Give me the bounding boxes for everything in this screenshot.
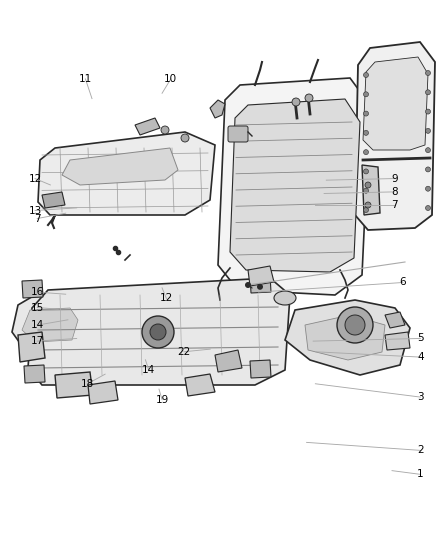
Polygon shape bbox=[22, 280, 43, 298]
Circle shape bbox=[364, 188, 368, 193]
Text: 7: 7 bbox=[34, 214, 41, 223]
Circle shape bbox=[425, 148, 431, 152]
Circle shape bbox=[364, 169, 368, 174]
Text: 2: 2 bbox=[417, 446, 424, 455]
Text: 5: 5 bbox=[417, 334, 424, 343]
Circle shape bbox=[365, 182, 371, 188]
Text: 8: 8 bbox=[391, 187, 398, 197]
Text: 18: 18 bbox=[81, 379, 94, 389]
Circle shape bbox=[425, 128, 431, 133]
Text: 4: 4 bbox=[417, 352, 424, 362]
Polygon shape bbox=[210, 100, 225, 118]
Text: 1: 1 bbox=[417, 470, 424, 479]
Text: 14: 14 bbox=[142, 366, 155, 375]
FancyBboxPatch shape bbox=[228, 126, 248, 142]
Polygon shape bbox=[250, 360, 271, 378]
Polygon shape bbox=[88, 381, 118, 404]
Polygon shape bbox=[385, 332, 410, 350]
Circle shape bbox=[364, 111, 368, 116]
Circle shape bbox=[364, 72, 368, 77]
Circle shape bbox=[425, 70, 431, 76]
Circle shape bbox=[345, 315, 365, 335]
Polygon shape bbox=[38, 132, 215, 215]
Text: 9: 9 bbox=[391, 174, 398, 183]
Circle shape bbox=[245, 282, 251, 288]
Circle shape bbox=[161, 126, 169, 134]
Polygon shape bbox=[55, 372, 93, 398]
Polygon shape bbox=[355, 42, 435, 230]
Circle shape bbox=[292, 98, 300, 106]
Circle shape bbox=[142, 316, 174, 348]
Text: 19: 19 bbox=[155, 395, 169, 405]
Circle shape bbox=[425, 186, 431, 191]
Text: 15: 15 bbox=[31, 303, 44, 312]
Circle shape bbox=[305, 94, 313, 102]
Text: 17: 17 bbox=[31, 336, 44, 346]
Circle shape bbox=[425, 206, 431, 211]
Polygon shape bbox=[135, 118, 160, 135]
Polygon shape bbox=[285, 300, 410, 375]
Polygon shape bbox=[385, 312, 405, 328]
Circle shape bbox=[425, 109, 431, 114]
Circle shape bbox=[364, 207, 368, 213]
Circle shape bbox=[364, 92, 368, 97]
Text: 10: 10 bbox=[164, 74, 177, 84]
Polygon shape bbox=[305, 315, 385, 360]
Polygon shape bbox=[215, 350, 242, 372]
Ellipse shape bbox=[274, 291, 296, 305]
Circle shape bbox=[364, 150, 368, 155]
Circle shape bbox=[181, 134, 189, 142]
Polygon shape bbox=[12, 295, 88, 360]
Polygon shape bbox=[42, 192, 65, 208]
Text: 6: 6 bbox=[399, 278, 406, 287]
Circle shape bbox=[364, 131, 368, 135]
Text: 7: 7 bbox=[391, 200, 398, 210]
Circle shape bbox=[425, 90, 431, 95]
Polygon shape bbox=[362, 165, 380, 215]
Polygon shape bbox=[363, 57, 428, 150]
Text: 13: 13 bbox=[28, 206, 42, 215]
Text: 12: 12 bbox=[160, 294, 173, 303]
Polygon shape bbox=[62, 148, 178, 185]
Text: 22: 22 bbox=[177, 347, 191, 357]
Circle shape bbox=[365, 202, 371, 208]
Polygon shape bbox=[250, 275, 271, 293]
Polygon shape bbox=[218, 78, 370, 295]
Text: 11: 11 bbox=[79, 74, 92, 84]
Text: 14: 14 bbox=[31, 320, 44, 330]
Polygon shape bbox=[230, 99, 360, 272]
Text: 16: 16 bbox=[31, 287, 44, 297]
Polygon shape bbox=[28, 278, 290, 385]
Circle shape bbox=[425, 167, 431, 172]
Polygon shape bbox=[22, 308, 78, 342]
Text: 3: 3 bbox=[417, 392, 424, 402]
Polygon shape bbox=[24, 365, 45, 383]
Circle shape bbox=[150, 324, 166, 340]
Circle shape bbox=[257, 284, 263, 290]
Polygon shape bbox=[248, 266, 274, 286]
Polygon shape bbox=[18, 332, 45, 362]
Polygon shape bbox=[185, 374, 215, 396]
Text: 12: 12 bbox=[28, 174, 42, 183]
Circle shape bbox=[337, 307, 373, 343]
